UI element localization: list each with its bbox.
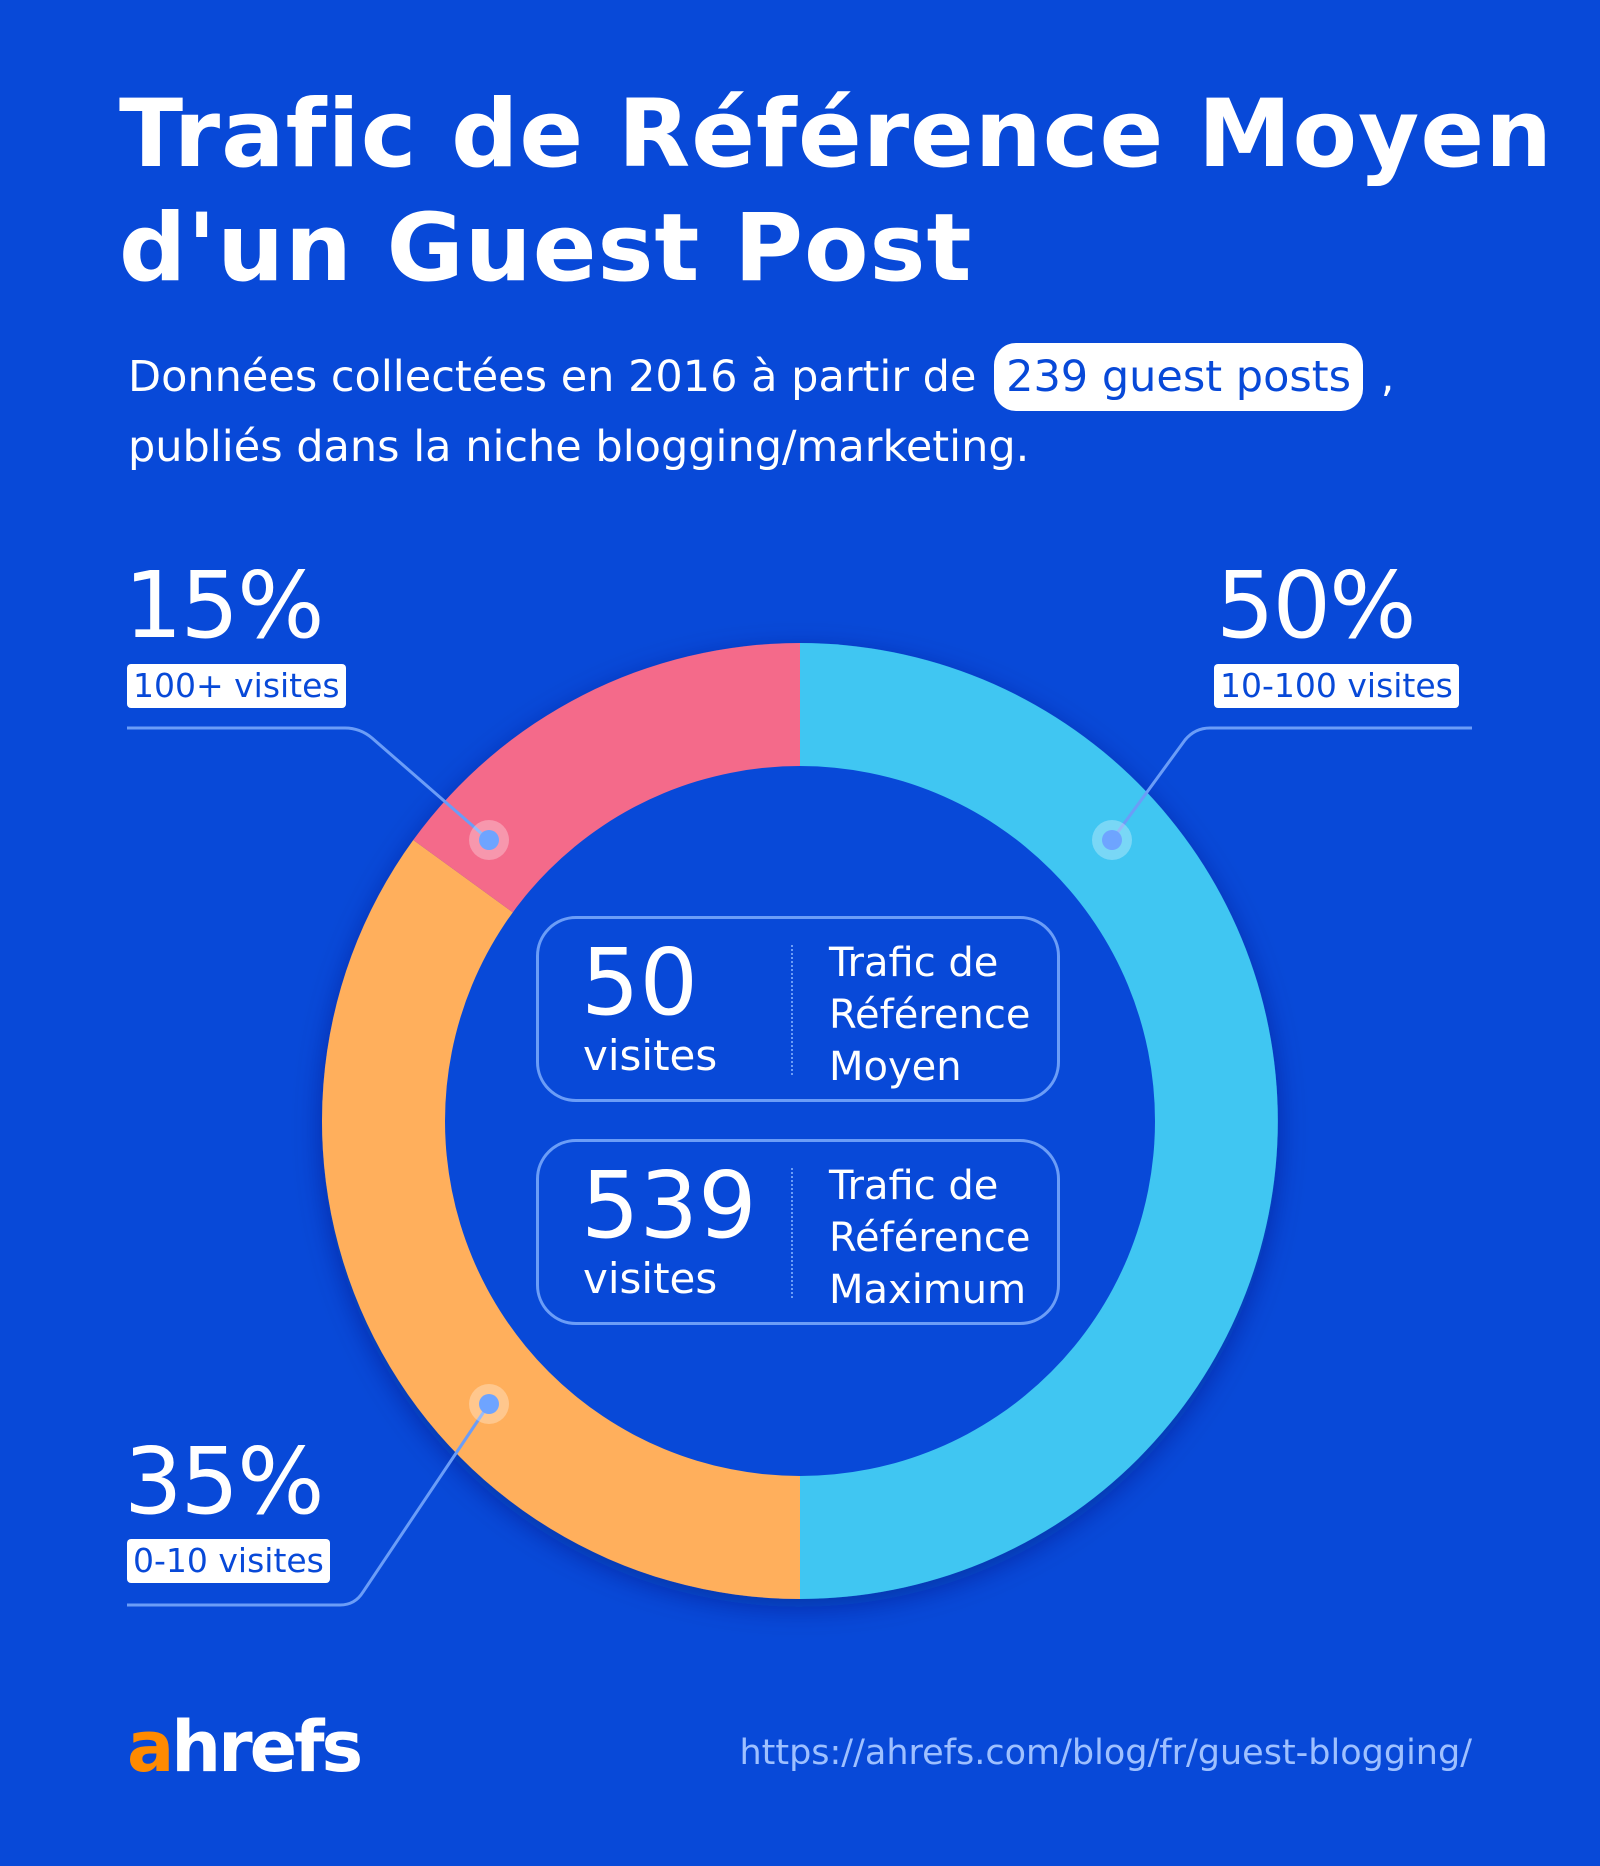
slice-label-100plus: 100+ visites	[127, 664, 346, 708]
leader-dots	[469, 820, 1132, 1424]
stat-label: Trafic de Référence Moyen	[829, 940, 1031, 1090]
page-title: Trafic de Référence Moyen d'un Guest Pos…	[119, 78, 1553, 306]
title-line-2: d'un Guest Post	[119, 194, 973, 303]
ahrefs-logo: ahrefs	[127, 1706, 363, 1788]
subtitle-line-2: publiés dans la niche blogging/marketing…	[128, 422, 1030, 472]
slice-label-10-100: 10-100 visites	[1214, 664, 1459, 708]
leader-dot	[479, 830, 499, 850]
slice-percent-10-100: 50%	[1216, 552, 1416, 659]
divider	[791, 945, 793, 1075]
title-line-1: Trafic de Référence Moyen	[119, 80, 1553, 189]
slice-percent-100plus: 15%	[124, 552, 324, 659]
slice-label-0-10: 0-10 visites	[127, 1539, 330, 1583]
stat-number: 539	[581, 1152, 757, 1259]
leader-line-0-10	[127, 1403, 491, 1607]
stat-label: Trafic de Référence Maximum	[829, 1163, 1031, 1313]
leader-dot	[479, 1394, 499, 1414]
stat-unit: visites	[583, 1031, 718, 1080]
logo-rest: hrefs	[171, 1706, 363, 1788]
subtitle-comma: ,	[1380, 352, 1395, 402]
subtitle-text: Données collectées en 2016 à partir de	[128, 352, 977, 402]
subtitle: Données collectées en 2016 à partir de 2…	[128, 342, 1548, 482]
stat-unit: visites	[583, 1254, 718, 1303]
leader-line-100plus	[127, 726, 490, 842]
stat-card-average: 50 visites Trafic de Référence Moyen	[536, 916, 1060, 1102]
donut-hole	[445, 766, 1155, 1476]
leader-line-10-100	[1110, 726, 1472, 841]
guest-post-count-badge: 239 guest posts	[994, 343, 1364, 411]
source-url: https://ahrefs.com/blog/fr/guest-bloggin…	[739, 1733, 1472, 1773]
leader-dot	[1102, 830, 1122, 850]
logo-a: a	[127, 1706, 174, 1788]
stat-number: 50	[581, 929, 699, 1036]
divider	[791, 1168, 793, 1298]
slice-percent-0-10: 35%	[124, 1428, 324, 1535]
stat-card-maximum: 539 visites Trafic de Référence Maximum	[536, 1139, 1060, 1325]
